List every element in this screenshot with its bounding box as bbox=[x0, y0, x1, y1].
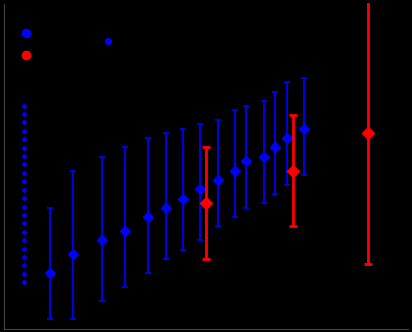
Point bbox=[21, 103, 28, 108]
Point bbox=[21, 263, 28, 268]
Point bbox=[21, 170, 28, 176]
Point bbox=[21, 120, 28, 125]
Point bbox=[21, 271, 28, 277]
Point bbox=[21, 204, 28, 209]
Point bbox=[21, 136, 28, 142]
Point bbox=[21, 128, 28, 133]
Point bbox=[21, 153, 28, 159]
Point bbox=[21, 162, 28, 167]
Point bbox=[21, 229, 28, 234]
Point bbox=[21, 187, 28, 192]
Point bbox=[21, 179, 28, 184]
Point bbox=[21, 196, 28, 201]
Point bbox=[21, 111, 28, 117]
Point bbox=[21, 246, 28, 251]
Point bbox=[21, 254, 28, 260]
Point bbox=[105, 38, 111, 43]
Point bbox=[21, 280, 28, 285]
Point bbox=[21, 145, 28, 150]
Point bbox=[21, 237, 28, 243]
Point bbox=[21, 212, 28, 217]
Point bbox=[21, 221, 28, 226]
